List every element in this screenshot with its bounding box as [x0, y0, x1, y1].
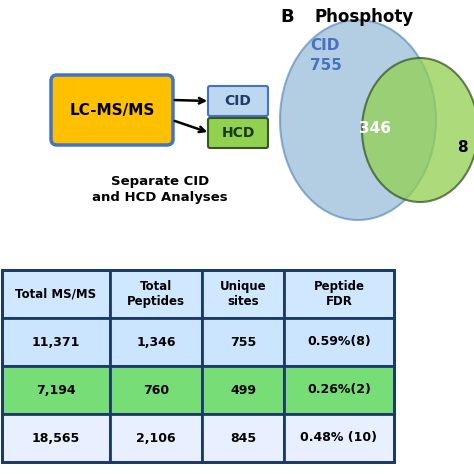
- Bar: [284, 366, 394, 414]
- Bar: [110, 366, 202, 414]
- Bar: [202, 318, 284, 366]
- Bar: [284, 414, 394, 462]
- Bar: [2, 270, 394, 462]
- Text: Peptide
FDR: Peptide FDR: [313, 280, 365, 308]
- Text: 11,371: 11,371: [32, 336, 80, 348]
- FancyBboxPatch shape: [51, 75, 173, 145]
- Text: 845: 845: [230, 431, 256, 445]
- Text: 8: 8: [456, 140, 467, 155]
- Text: 7,194: 7,194: [36, 383, 76, 396]
- Text: 760: 760: [143, 383, 169, 396]
- Text: CID: CID: [310, 38, 339, 53]
- Text: LC-MS/MS: LC-MS/MS: [69, 102, 155, 118]
- Text: 2,106: 2,106: [136, 431, 176, 445]
- Ellipse shape: [362, 58, 474, 202]
- Bar: [202, 366, 284, 414]
- Bar: [110, 414, 202, 462]
- Bar: [2, 414, 110, 462]
- Bar: [284, 270, 394, 318]
- Bar: [2, 318, 110, 366]
- Text: 499: 499: [230, 383, 256, 396]
- Bar: [202, 414, 284, 462]
- Text: 0.48% (10): 0.48% (10): [301, 431, 377, 445]
- Bar: [2, 270, 110, 318]
- Text: Separate CID
and HCD Analyses: Separate CID and HCD Analyses: [92, 175, 228, 204]
- Text: Total MS/MS: Total MS/MS: [16, 288, 97, 301]
- Bar: [110, 318, 202, 366]
- Text: 1,346: 1,346: [136, 336, 176, 348]
- Text: Phosphoty: Phosphoty: [315, 8, 414, 26]
- Bar: [202, 270, 284, 318]
- FancyBboxPatch shape: [208, 86, 268, 116]
- Text: B: B: [280, 8, 293, 26]
- Text: 0.26%(2): 0.26%(2): [307, 383, 371, 396]
- Bar: [284, 318, 394, 366]
- Text: HCD: HCD: [221, 126, 255, 140]
- Text: Total
Peptides: Total Peptides: [127, 280, 185, 308]
- Text: CID: CID: [225, 94, 251, 108]
- Ellipse shape: [280, 20, 436, 220]
- FancyBboxPatch shape: [208, 118, 268, 148]
- Text: 755: 755: [310, 58, 342, 73]
- Bar: [110, 270, 202, 318]
- Text: Unique
sites: Unique sites: [219, 280, 266, 308]
- Text: 346: 346: [359, 120, 391, 136]
- Bar: [2, 366, 110, 414]
- Text: 0.59%(8): 0.59%(8): [307, 336, 371, 348]
- Text: 18,565: 18,565: [32, 431, 80, 445]
- Text: 755: 755: [230, 336, 256, 348]
